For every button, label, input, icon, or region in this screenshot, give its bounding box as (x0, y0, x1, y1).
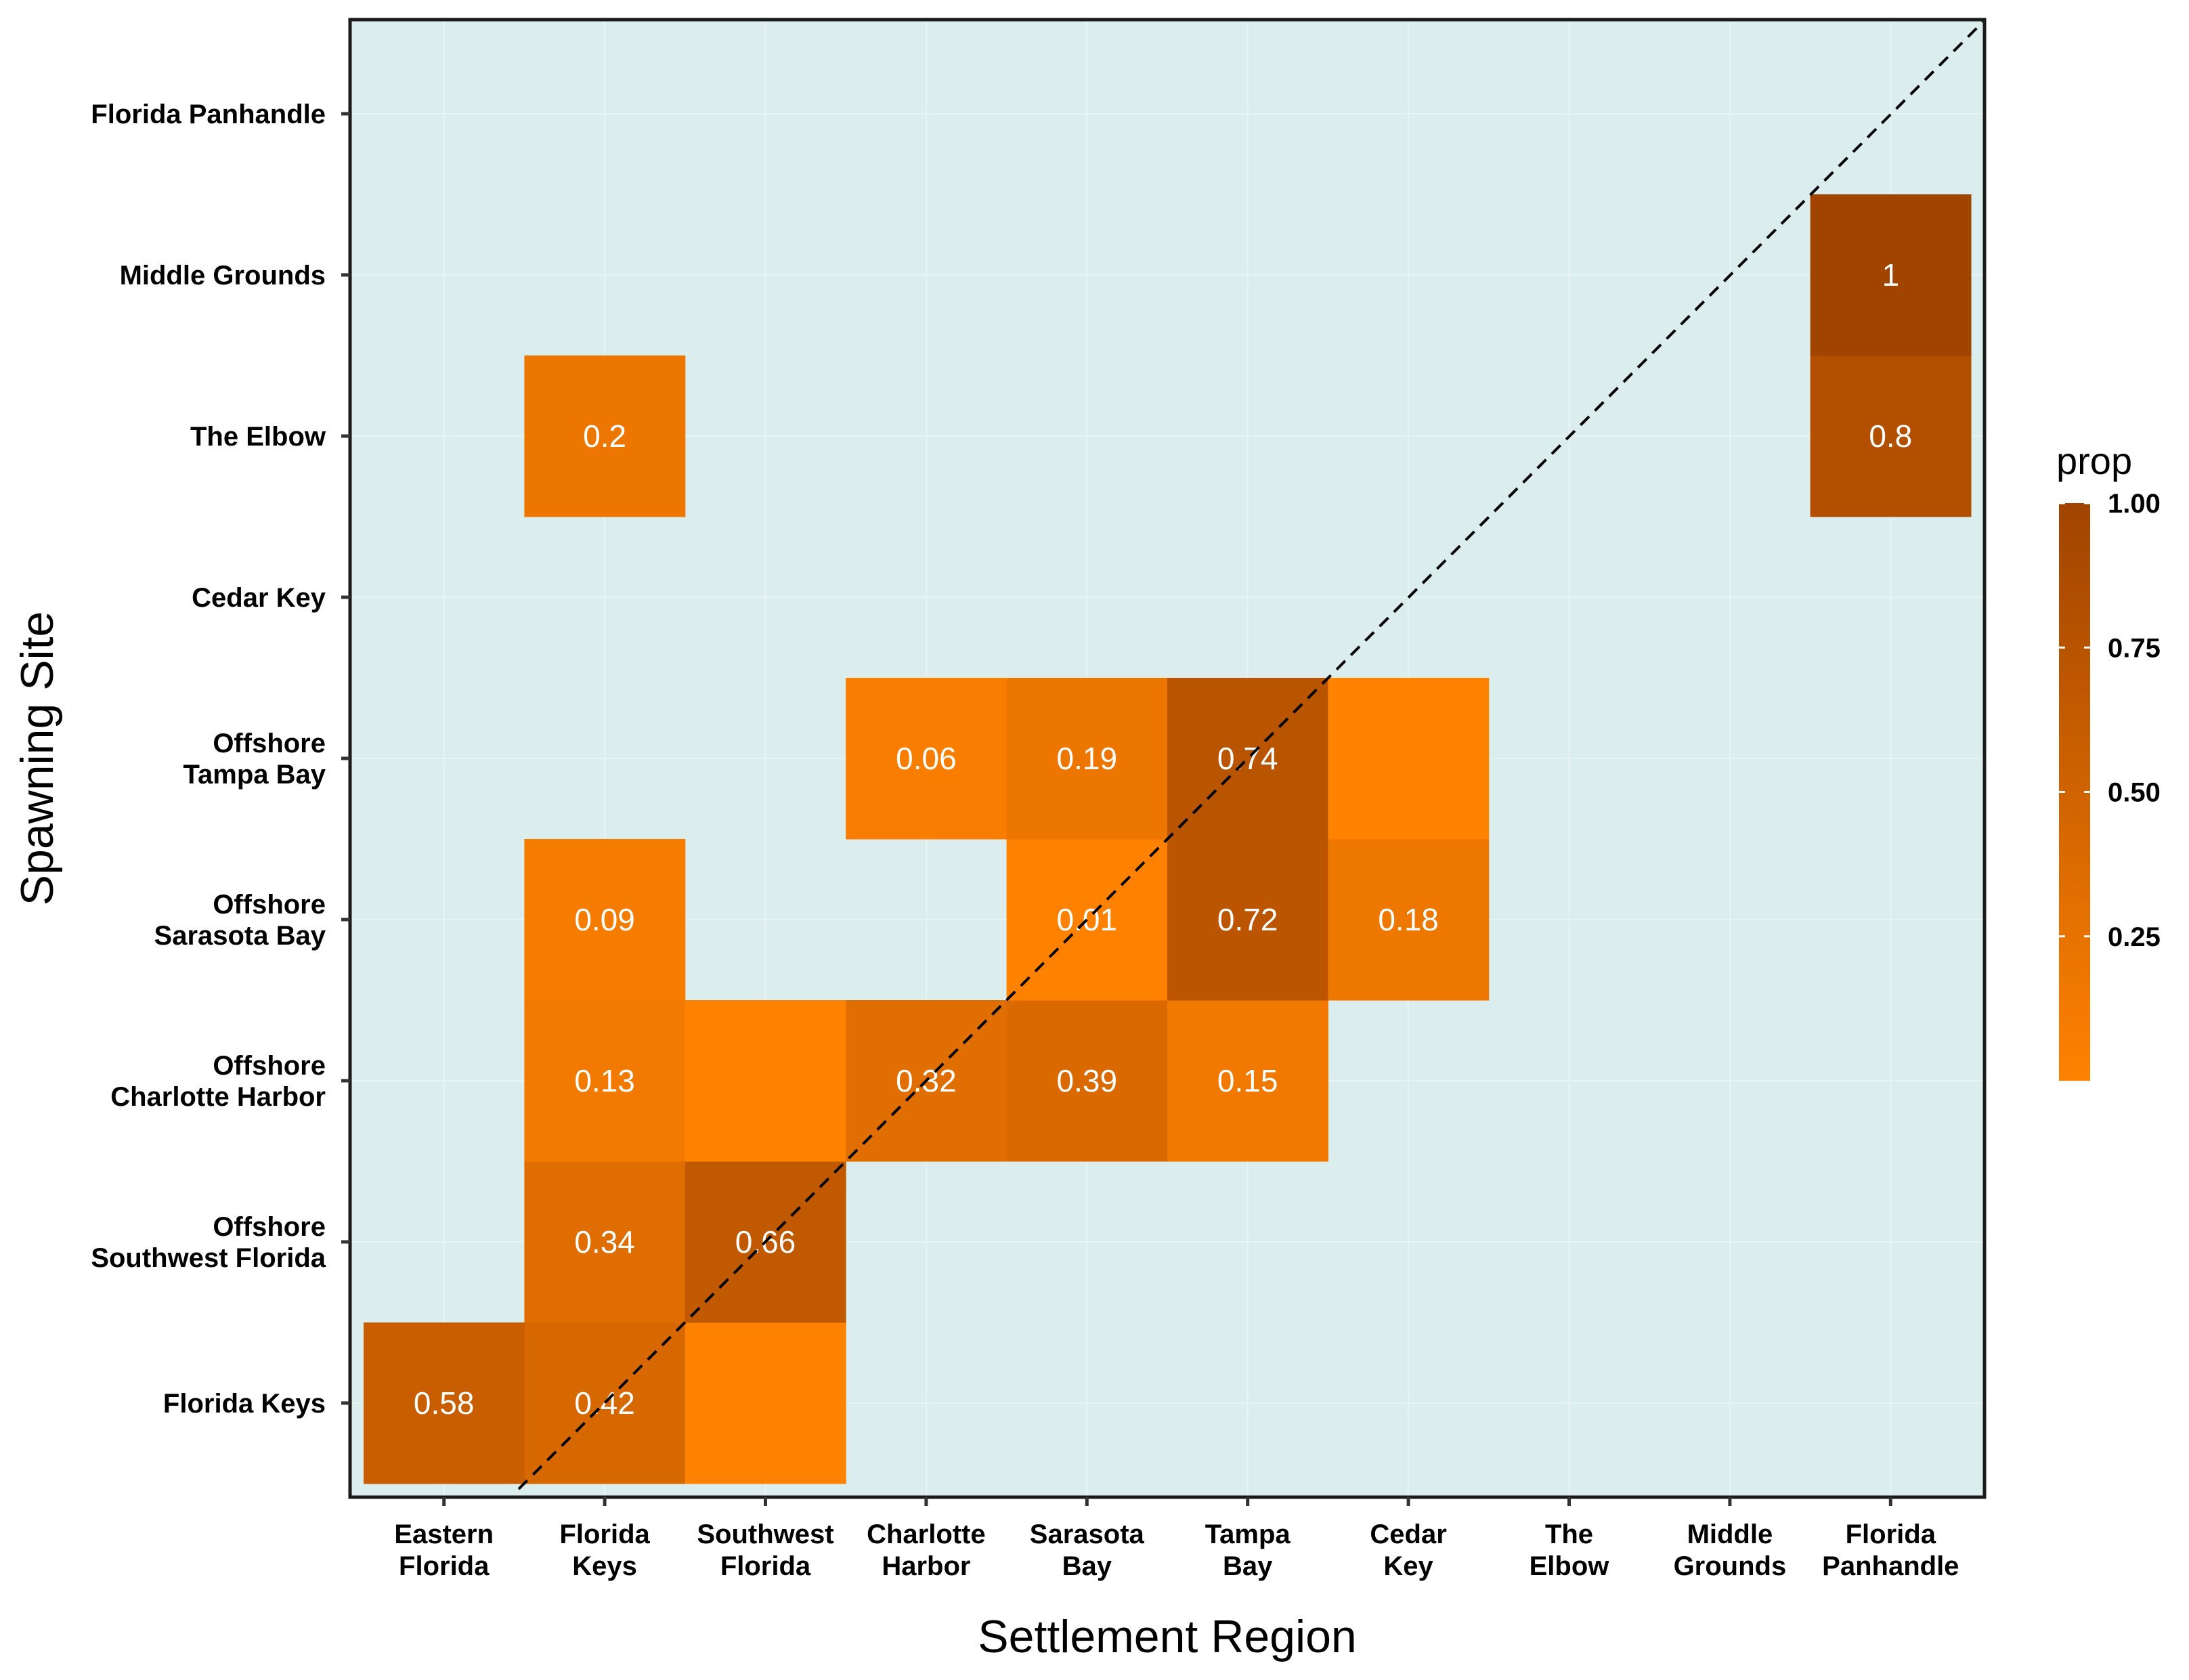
y-axis-title: Spawning Site (12, 611, 63, 906)
cell-value-label: 0.8 (1869, 418, 1912, 454)
heatmap-cell (1167, 1000, 1328, 1162)
x-tick-label: Keys (572, 1551, 637, 1581)
cell-value-label: 0.42 (574, 1385, 635, 1421)
heatmap-cell (685, 1322, 846, 1484)
x-tick-label: The (1545, 1520, 1593, 1549)
x-axis: EasternFloridaFloridaKeysSouthwestFlorid… (394, 1497, 1959, 1581)
heatmap-cell (1810, 356, 1972, 517)
x-tick-label: Cedar (1370, 1520, 1446, 1549)
y-tick-label: Tampa Bay (183, 760, 326, 790)
y-tick-label: Sarasota Bay (154, 921, 326, 951)
x-tick-label: Florida (399, 1551, 490, 1581)
color-legend: prop 1.00 0.75 0.50 0.25 (2056, 439, 2161, 1081)
heatmap-cell (1006, 678, 1168, 840)
heatmap-cell (1006, 1000, 1168, 1162)
x-tick-label: Eastern (394, 1520, 494, 1549)
y-tick-label: The Elbow (190, 422, 326, 452)
cell-value-label: 0.09 (574, 902, 635, 937)
x-tick-label: Elbow (1530, 1551, 1610, 1581)
y-tick-label: Offshore (213, 1051, 326, 1081)
x-tick-label: Bay (1062, 1551, 1112, 1581)
heatmap-cell (846, 678, 1007, 840)
heatmap-cell (1810, 194, 1972, 356)
y-tick-label: Florida Keys (163, 1389, 326, 1419)
y-tick-label: Southwest Florida (91, 1243, 326, 1273)
cell-value-label: 0.58 (414, 1385, 475, 1421)
heatmap-cell (524, 356, 686, 517)
cell-value-label: 0.15 (1217, 1063, 1278, 1098)
x-tick-label: Florida (1846, 1520, 1936, 1549)
heatmap-cells (364, 194, 1972, 1484)
y-tick-label: Middle Grounds (120, 261, 326, 290)
cell-value-label: 0.34 (574, 1224, 635, 1259)
cell-value-label: 0.13 (574, 1063, 635, 1098)
heatmap-cell (524, 1161, 686, 1323)
x-tick-label: Panhandle (1822, 1551, 1959, 1581)
x-tick-label: Harbor (882, 1551, 970, 1581)
y-tick-label: Offshore (213, 1212, 326, 1242)
heatmap-cell (685, 1000, 846, 1162)
x-tick-label: Florida (559, 1520, 650, 1549)
y-tick-label: Cedar Key (192, 583, 326, 613)
cell-value-label: 0.74 (1217, 741, 1278, 776)
y-tick-label: Charlotte Harbor (110, 1082, 326, 1112)
heatmap-cell (1328, 839, 1490, 1001)
legend-tick-label: 1.00 (2108, 489, 2161, 519)
x-tick-label: Middle (1687, 1520, 1773, 1549)
x-tick-label: Sarasota (1030, 1520, 1145, 1549)
diagonal-reference-line (517, 18, 1987, 1490)
y-tick-label: Offshore (213, 729, 326, 758)
legend-tick-label: 0.50 (2108, 778, 2161, 808)
cell-value-label: 0.18 (1378, 902, 1439, 937)
heatmap-cell (524, 839, 686, 1001)
x-tick-label: Charlotte (867, 1520, 986, 1549)
heatmap-cell (524, 1000, 686, 1162)
x-tick-label: Tampa (1205, 1520, 1291, 1549)
y-tick-label: Offshore (213, 890, 326, 920)
heatmap-cell (1167, 839, 1328, 1001)
legend-title: prop (2056, 439, 2132, 482)
x-tick-label: Grounds (1674, 1551, 1787, 1581)
cell-value-label: 0.2 (583, 418, 626, 454)
legend-ticks: 1.00 0.75 0.50 0.25 (2059, 489, 2161, 952)
legend-tick-label: 0.75 (2108, 633, 2161, 663)
cell-value-label: 0.19 (1057, 741, 1118, 776)
cell-value-label: 1 (1882, 257, 1900, 293)
cell-value-labels: 0.580.420.340.660.130.320.390.150.090.01… (414, 257, 1912, 1421)
x-tick-label: Southwest (697, 1520, 833, 1549)
cell-value-label: 0.06 (896, 741, 957, 776)
x-tick-label: Key (1383, 1551, 1433, 1581)
legend-tick-label: 0.25 (2108, 922, 2161, 952)
x-tick-label: Florida (720, 1551, 811, 1581)
x-tick-label: Bay (1223, 1551, 1273, 1581)
y-tick-label: Florida Panhandle (91, 100, 326, 129)
heatmap-cell (1328, 678, 1490, 840)
heatmap-cell (364, 1322, 525, 1484)
cell-value-label: 0.72 (1217, 902, 1278, 937)
cell-value-label: 0.39 (1057, 1063, 1118, 1098)
x-axis-title: Settlement Region (978, 1611, 1356, 1662)
cell-value-label: 0.01 (1057, 902, 1118, 937)
